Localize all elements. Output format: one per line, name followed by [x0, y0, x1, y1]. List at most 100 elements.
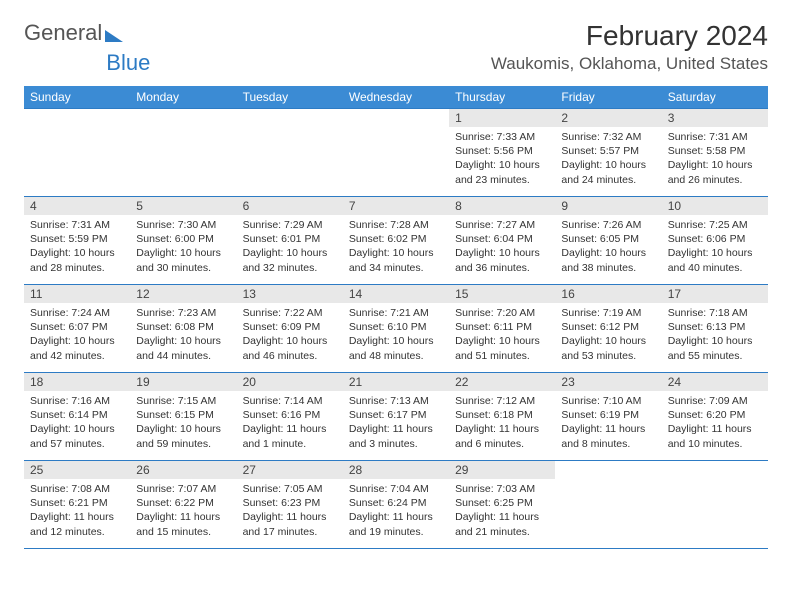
sunset: Sunset: 6:09 PM — [243, 320, 337, 334]
day-body: Sunrise: 7:33 AMSunset: 5:56 PMDaylight:… — [449, 127, 555, 191]
logo-triangle-icon — [105, 30, 123, 42]
day-number: 18 — [24, 373, 130, 391]
day-body: Sunrise: 7:23 AMSunset: 6:08 PMDaylight:… — [130, 303, 236, 367]
day-cell: 10Sunrise: 7:25 AMSunset: 6:06 PMDayligh… — [662, 197, 768, 285]
daylight: Daylight: 11 hours and 8 minutes. — [561, 422, 655, 450]
sunset: Sunset: 6:24 PM — [349, 496, 443, 510]
daylight: Daylight: 10 hours and 48 minutes. — [349, 334, 443, 362]
logo-text-2: Blue — [106, 50, 150, 76]
day-body: Sunrise: 7:25 AMSunset: 6:06 PMDaylight:… — [662, 215, 768, 279]
day-cell: 15Sunrise: 7:20 AMSunset: 6:11 PMDayligh… — [449, 285, 555, 373]
daylight: Daylight: 10 hours and 24 minutes. — [561, 158, 655, 186]
daylight: Daylight: 10 hours and 26 minutes. — [668, 158, 762, 186]
day-number: 3 — [662, 109, 768, 127]
day-cell: 1Sunrise: 7:33 AMSunset: 5:56 PMDaylight… — [449, 109, 555, 197]
day-cell: 11Sunrise: 7:24 AMSunset: 6:07 PMDayligh… — [24, 285, 130, 373]
sunset: Sunset: 6:23 PM — [243, 496, 337, 510]
day-body: Sunrise: 7:29 AMSunset: 6:01 PMDaylight:… — [237, 215, 343, 279]
sunset: Sunset: 6:02 PM — [349, 232, 443, 246]
day-cell: 6Sunrise: 7:29 AMSunset: 6:01 PMDaylight… — [237, 197, 343, 285]
month-title: February 2024 — [491, 20, 768, 52]
day-body: Sunrise: 7:15 AMSunset: 6:15 PMDaylight:… — [130, 391, 236, 455]
day-number: 1 — [449, 109, 555, 127]
daylight: Daylight: 11 hours and 1 minute. — [243, 422, 337, 450]
day-body: Sunrise: 7:30 AMSunset: 6:00 PMDaylight:… — [130, 215, 236, 279]
sunrise: Sunrise: 7:31 AM — [668, 130, 762, 144]
daylight: Daylight: 10 hours and 59 minutes. — [136, 422, 230, 450]
day-number: 12 — [130, 285, 236, 303]
day-body: Sunrise: 7:20 AMSunset: 6:11 PMDaylight:… — [449, 303, 555, 367]
day-cell: 14 Sunrise: 7:21 AMSunset: 6:10 PMDayligh… — [343, 285, 449, 373]
daylight: Daylight: 10 hours and 38 minutes. — [561, 246, 655, 274]
sunrise: Sunrise: 7:19 AM — [561, 306, 655, 320]
day-body: Sunrise: 7:14 AMSunset: 6:16 PMDaylight:… — [237, 391, 343, 455]
sunrise: Sunrise: 7:26 AM — [561, 218, 655, 232]
daylight: Daylight: 10 hours and 28 minutes. — [30, 246, 124, 274]
day-body: Sunrise: 7:27 AMSunset: 6:04 PMDaylight:… — [449, 215, 555, 279]
day-cell — [343, 109, 449, 197]
sunset: Sunset: 6:15 PM — [136, 408, 230, 422]
day-cell: 4Sunrise: 7:31 AMSunset: 5:59 PMDaylight… — [24, 197, 130, 285]
day-cell — [24, 109, 130, 197]
daylight: Daylight: 10 hours and 53 minutes. — [561, 334, 655, 362]
day-number: 22 — [449, 373, 555, 391]
day-body: Sunrise: 7:13 AMSunset: 6:17 PMDaylight:… — [343, 391, 449, 455]
day-number: 11 — [24, 285, 130, 303]
sunrise: Sunrise: 7:13 AM — [349, 394, 443, 408]
day-number: 5 — [130, 197, 236, 215]
daylight: Daylight: 11 hours and 10 minutes. — [668, 422, 762, 450]
sunrise: Sunrise: 7:12 AM — [455, 394, 549, 408]
daylight: Daylight: 11 hours and 15 minutes. — [136, 510, 230, 538]
day-number: 26 — [130, 461, 236, 479]
daylight: Daylight: 10 hours and 32 minutes. — [243, 246, 337, 274]
day-number: 14 — [343, 285, 449, 303]
day-body: Sunrise: 7:31 AMSunset: 5:58 PMDaylight:… — [662, 127, 768, 191]
sunset: Sunset: 6:10 PM — [349, 320, 443, 334]
day-body: Sunrise: 7:31 AMSunset: 5:59 PMDaylight:… — [24, 215, 130, 279]
day-number: 4 — [24, 197, 130, 215]
sunrise: Sunrise: 7:21 AM — [349, 306, 443, 320]
daylight: Daylight: 10 hours and 44 minutes. — [136, 334, 230, 362]
day-body: Sunrise: 7:22 AMSunset: 6:09 PMDaylight:… — [237, 303, 343, 367]
day-cell — [662, 461, 768, 549]
day-body: Sunrise: 7:08 AMSunset: 6:21 PMDaylight:… — [24, 479, 130, 543]
day-number: 7 — [343, 197, 449, 215]
sunset: Sunset: 6:14 PM — [30, 408, 124, 422]
sunrise: Sunrise: 7:27 AM — [455, 218, 549, 232]
sunrise: Sunrise: 7:29 AM — [243, 218, 337, 232]
day-body: Sunrise: 7:04 AMSunset: 6:24 PMDaylight:… — [343, 479, 449, 543]
day-cell: 9Sunrise: 7:26 AMSunset: 6:05 PMDaylight… — [555, 197, 661, 285]
day-cell: 16Sunrise: 7:19 AMSunset: 6:12 PMDayligh… — [555, 285, 661, 373]
sunset: Sunset: 6:20 PM — [668, 408, 762, 422]
sunrise: Sunrise: 7:23 AM — [136, 306, 230, 320]
day-number: 17 — [662, 285, 768, 303]
day-number: 13 — [237, 285, 343, 303]
sunrise: Sunrise: 7:18 AM — [668, 306, 762, 320]
sunset: Sunset: 6:05 PM — [561, 232, 655, 246]
sunset: Sunset: 6:04 PM — [455, 232, 549, 246]
daylight: Daylight: 10 hours and 30 minutes. — [136, 246, 230, 274]
sunset: Sunset: 6:13 PM — [668, 320, 762, 334]
sunset: Sunset: 5:59 PM — [30, 232, 124, 246]
day-cell: 28Sunrise: 7:04 AMSunset: 6:24 PMDayligh… — [343, 461, 449, 549]
sunrise: Sunrise: 7:32 AM — [561, 130, 655, 144]
day-number: 6 — [237, 197, 343, 215]
day-cell: 24Sunrise: 7:09 AMSunset: 6:20 PMDayligh… — [662, 373, 768, 461]
daylight: Daylight: 10 hours and 51 minutes. — [455, 334, 549, 362]
sunset: Sunset: 6:18 PM — [455, 408, 549, 422]
sunset: Sunset: 6:19 PM — [561, 408, 655, 422]
sunrise: Sunrise: 7:14 AM — [243, 394, 337, 408]
day-number: 10 — [662, 197, 768, 215]
sunrise: Sunrise: 7:04 AM — [349, 482, 443, 496]
day-cell: 13Sunrise: 7:22 AMSunset: 6:09 PMDayligh… — [237, 285, 343, 373]
sunrise: Sunrise: 7:08 AM — [30, 482, 124, 496]
sunrise: Sunrise: 7:15 AM — [136, 394, 230, 408]
day-body: Sunrise: 7:05 AMSunset: 6:23 PMDaylight:… — [237, 479, 343, 543]
sunrise: Sunrise: 7:25 AM — [668, 218, 762, 232]
daylight: Daylight: 10 hours and 40 minutes. — [668, 246, 762, 274]
day-body: Sunrise: 7:19 AMSunset: 6:12 PMDaylight:… — [555, 303, 661, 367]
day-body: Sunrise: 7:03 AMSunset: 6:25 PMDaylight:… — [449, 479, 555, 543]
day-cell: 2Sunrise: 7:32 AMSunset: 5:57 PMDaylight… — [555, 109, 661, 197]
sunrise: Sunrise: 7:31 AM — [30, 218, 124, 232]
day-cell: 5Sunrise: 7:30 AMSunset: 6:00 PMDaylight… — [130, 197, 236, 285]
